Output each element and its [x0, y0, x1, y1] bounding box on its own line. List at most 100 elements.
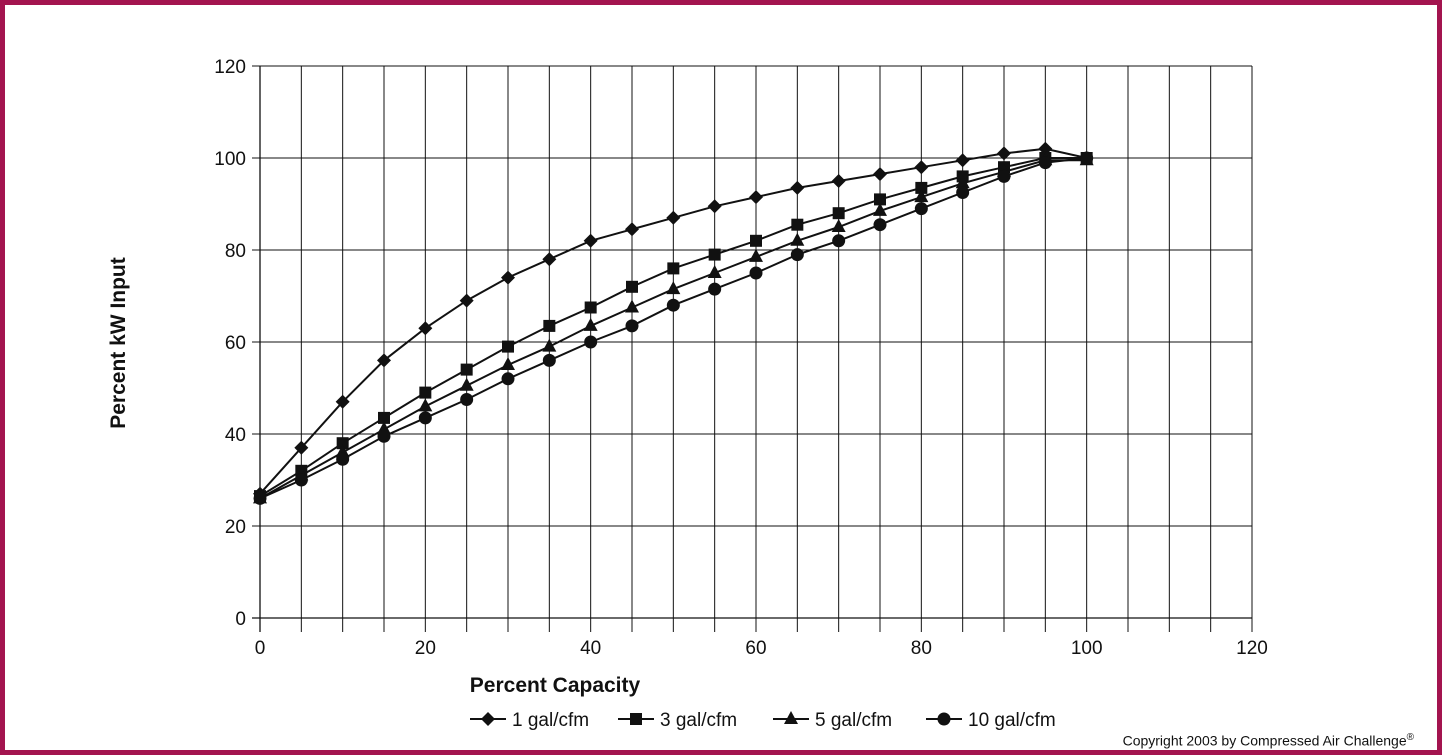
legend-marker — [481, 712, 495, 726]
data-point — [501, 357, 515, 370]
data-point — [460, 393, 474, 406]
data-point — [874, 193, 886, 206]
data-point — [749, 248, 763, 262]
x-tick-label: 100 — [1071, 638, 1103, 659]
data-point — [1080, 151, 1094, 165]
data-point — [459, 293, 474, 308]
legend-label: 10 gal/cfm — [968, 710, 1056, 731]
x-tick-label: 0 — [255, 638, 266, 659]
data-point — [790, 180, 805, 195]
legend-marker — [630, 713, 642, 725]
x-tick-label: 20 — [415, 638, 436, 659]
x-axis-title: Percent Capacity — [470, 674, 641, 697]
x-tick-labels: 0 20 40 60 80 100 120 — [255, 638, 1268, 659]
data-point — [460, 363, 473, 376]
data-point — [335, 394, 350, 409]
data-point — [708, 248, 721, 261]
data-point — [501, 372, 515, 386]
legend-item: 10 gal/cfm — [926, 710, 1056, 731]
data-point — [708, 282, 722, 296]
y-tick-label: 100 — [214, 149, 246, 170]
data-point — [955, 153, 970, 168]
data-point — [418, 398, 433, 412]
data-point — [584, 335, 598, 349]
data-point — [294, 440, 309, 455]
x-tick-label: 40 — [580, 638, 601, 659]
x-tick-label: 80 — [911, 638, 932, 659]
data-point — [749, 266, 763, 280]
data-point — [873, 167, 887, 182]
data-point — [543, 319, 556, 332]
data-point — [501, 270, 515, 285]
data-point — [832, 207, 845, 220]
x-tick-label: 120 — [1236, 638, 1268, 659]
y-tick-label: 20 — [225, 517, 246, 538]
data-point — [377, 429, 391, 443]
data-point — [873, 202, 887, 216]
y-tick-labels: 0 20 40 60 80 100 120 — [214, 57, 246, 630]
grid — [252, 65, 1253, 632]
registered-mark: ® — [1406, 732, 1414, 744]
data-point — [707, 199, 722, 214]
data-point — [625, 319, 639, 333]
data-point — [583, 317, 598, 331]
axes — [252, 66, 1252, 632]
legend-item: 1 gal/cfm — [470, 710, 589, 731]
legend-item: 3 gal/cfm — [618, 710, 737, 731]
copyright-note: Copyright 2003 by Compressed Air Challen… — [1123, 732, 1414, 749]
data-point — [707, 265, 722, 278]
data-point — [831, 174, 846, 188]
data-point — [336, 452, 350, 466]
data-point — [378, 411, 390, 424]
data-point — [253, 491, 267, 505]
data-point — [542, 353, 556, 367]
series-group — [253, 141, 1094, 505]
data-point — [419, 386, 432, 399]
data-point — [625, 222, 639, 237]
data-point — [584, 301, 597, 314]
data-point — [667, 262, 680, 275]
y-tick-label: 60 — [225, 333, 246, 354]
legend-label: 1 gal/cfm — [512, 710, 589, 731]
data-point — [459, 377, 474, 391]
y-tick-label: 80 — [225, 241, 246, 262]
data-point — [791, 218, 804, 231]
data-point — [625, 299, 639, 313]
data-point — [790, 248, 804, 262]
data-point — [997, 169, 1011, 183]
data-point — [750, 234, 762, 247]
data-point — [956, 186, 970, 199]
data-point — [666, 298, 680, 312]
data-point — [418, 411, 432, 425]
data-point — [666, 210, 681, 225]
y-tick-label: 0 — [235, 609, 246, 630]
data-point — [542, 338, 557, 352]
data-point — [873, 218, 887, 232]
copyright-text: Copyright 2003 by Compressed Air Challen… — [1122, 733, 1407, 749]
data-point — [915, 181, 928, 194]
legend-marker — [937, 712, 951, 726]
data-point — [914, 202, 928, 216]
y-axis-title: Percent kW Input — [107, 257, 130, 429]
data-point — [583, 233, 598, 248]
data-point — [914, 189, 929, 203]
legend-label: 5 gal/cfm — [815, 710, 892, 731]
legend-label: 3 gal/cfm — [660, 710, 737, 731]
data-point — [626, 280, 638, 293]
data-point — [997, 146, 1011, 161]
y-tick-label: 40 — [225, 425, 246, 446]
data-point — [666, 281, 681, 295]
x-tick-label: 60 — [745, 638, 766, 659]
data-point — [1038, 156, 1052, 170]
data-point — [832, 234, 846, 248]
legend-marker — [784, 711, 798, 724]
legend: 1 gal/cfm 3 gal/cfm 5 gal/cfm 10 gal/cfm — [470, 710, 1056, 731]
y-tick-label: 120 — [214, 57, 246, 78]
data-point — [336, 437, 349, 450]
series-4 — [253, 151, 1094, 505]
legend-item: 5 gal/cfm — [773, 710, 892, 731]
data-point — [542, 252, 557, 267]
data-point — [418, 321, 433, 336]
